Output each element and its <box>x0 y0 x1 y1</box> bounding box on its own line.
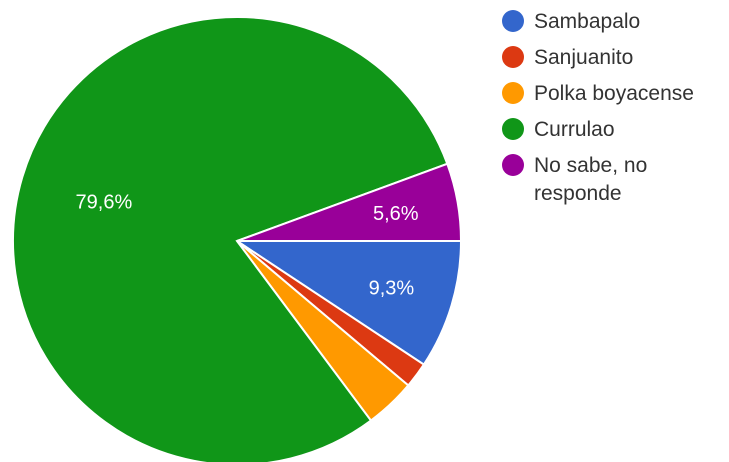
slice-data-label: 79,6% <box>76 191 133 213</box>
legend-swatch-no-sabe-no-responde <box>502 154 524 176</box>
legend: Sambapalo Sanjuanito Polka boyacense Cur… <box>502 8 729 216</box>
slice-data-label: 9,3% <box>369 278 415 300</box>
legend-label: Currulao <box>534 118 615 141</box>
legend-swatch-polka-boyacense <box>502 82 524 104</box>
legend-label: Sanjuanito <box>534 46 634 69</box>
legend-item-currulao[interactable]: Currulao <box>502 116 729 144</box>
pie-labels: 9,3% 79,6% 5,6% <box>76 191 419 299</box>
legend-swatch-sanjuanito <box>502 46 524 68</box>
legend-swatch-sambapalo <box>502 10 524 32</box>
pie-slice-currulao[interactable] <box>12 15 449 462</box>
slice-data-label: 5,6% <box>373 203 419 225</box>
legend-item-sanjuanito[interactable]: Sanjuanito <box>502 44 729 72</box>
legend-swatch-currulao <box>502 118 524 140</box>
pie-chart: 9,3% 79,6% 5,6% <box>12 15 463 462</box>
pie-slice-no-sabe-no-responde[interactable] <box>236 162 463 242</box>
legend-item-polka-boyacense[interactable]: Polka boyacense <box>502 80 729 108</box>
legend-label: No sabe, no responde <box>534 154 648 205</box>
legend-item-no-sabe-no-responde[interactable]: No sabe, no responde <box>502 152 729 208</box>
legend-item-sambapalo[interactable]: Sambapalo <box>502 8 729 36</box>
legend-label: Polka boyacense <box>534 82 694 105</box>
legend-label: Sambapalo <box>534 10 641 33</box>
pie-slice-sambapalo[interactable] <box>233 240 463 366</box>
pie-slices <box>12 15 463 462</box>
